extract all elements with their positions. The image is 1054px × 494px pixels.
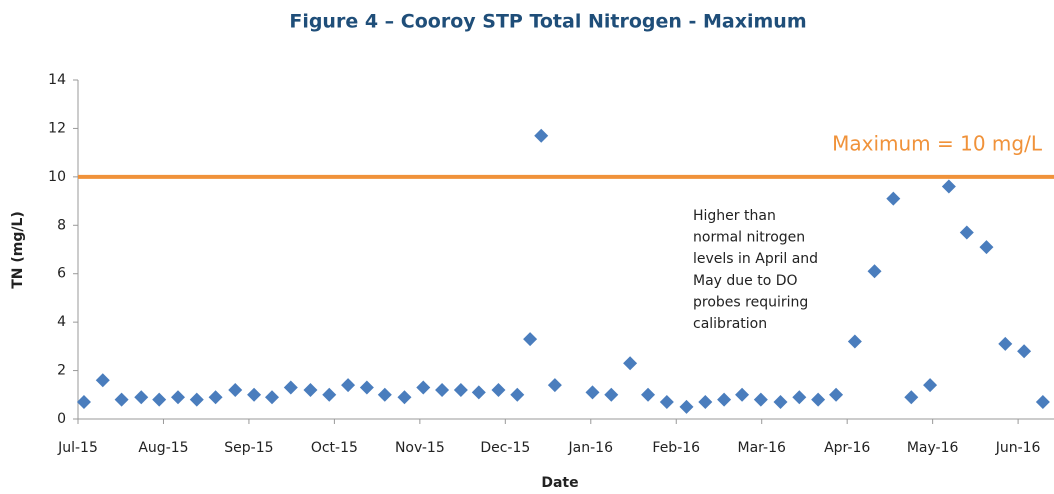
data-point (95, 373, 110, 388)
y-tick-label: 8 (57, 217, 66, 233)
x-tick-label: Aug-15 (138, 440, 188, 456)
y-tick-label: 6 (57, 266, 66, 282)
data-point (397, 390, 412, 405)
data-point (471, 385, 486, 400)
annotation: Higher than (693, 208, 776, 224)
data-point (641, 387, 656, 402)
data-point (491, 382, 506, 397)
data-point (585, 385, 600, 400)
x-tick-label: Nov-15 (395, 440, 445, 456)
x-tick-label: Feb-16 (652, 440, 700, 456)
data-point (322, 387, 337, 402)
data-point (76, 395, 91, 410)
data-point (303, 382, 318, 397)
y-tick-label: 4 (57, 314, 66, 330)
data-point (717, 392, 732, 407)
data-point (959, 225, 974, 240)
x-tick-label: Jul-15 (57, 440, 98, 456)
data-point (941, 179, 956, 194)
data-point (359, 380, 374, 395)
threshold-label: Maximum = 10 mg/L (832, 131, 1043, 155)
data-point (534, 128, 549, 143)
data-point (886, 191, 901, 206)
data-point (453, 382, 468, 397)
data-point (867, 264, 882, 279)
data-point (979, 240, 994, 255)
y-tick-label: 2 (57, 363, 66, 379)
data-point (152, 392, 167, 407)
y-axis-label: TN (mg/L) (10, 211, 26, 289)
x-tick-label: Sep-15 (224, 440, 273, 456)
data-point (1035, 395, 1050, 410)
annotation: probes requiring (693, 294, 808, 310)
data-point (377, 387, 392, 402)
data-point (189, 392, 204, 407)
data-point (265, 390, 280, 405)
data-point (416, 380, 431, 395)
x-axis-label: Date (541, 475, 578, 491)
y-tick-label: 0 (57, 411, 66, 427)
annotation: May due to DO (693, 273, 798, 289)
data-point (283, 380, 298, 395)
data-point (735, 387, 750, 402)
data-point (604, 387, 619, 402)
data-point (753, 392, 768, 407)
data-point (208, 390, 223, 405)
y-tick-label: 14 (48, 72, 66, 88)
data-point (623, 356, 638, 371)
data-point (170, 390, 185, 405)
data-point (698, 395, 713, 410)
data-point (523, 332, 538, 347)
x-tick-label: Mar-16 (738, 440, 786, 456)
y-tick-label: 12 (48, 120, 66, 136)
x-tick-label: May-16 (907, 440, 959, 456)
x-tick-label: Jun-16 (995, 440, 1041, 456)
data-point (811, 392, 826, 407)
annotation: calibration (693, 316, 767, 332)
annotation: normal nitrogen (693, 230, 805, 246)
data-point (341, 378, 356, 393)
chart-title: Figure 4 – Cooroy STP Total Nitrogen - M… (289, 11, 806, 33)
data-point (847, 334, 862, 349)
data-point (1017, 344, 1032, 359)
x-tick-label: Dec-15 (480, 440, 530, 456)
data-point (904, 390, 919, 405)
data-point (659, 395, 674, 410)
data-point (792, 390, 807, 405)
data-point (773, 395, 788, 410)
x-tick-label: Jan-16 (568, 440, 614, 456)
data-point (247, 387, 262, 402)
data-point (923, 378, 938, 393)
data-point (435, 382, 450, 397)
x-tick-label: Apr-16 (824, 440, 870, 456)
data-point (998, 336, 1013, 351)
data-point (510, 387, 525, 402)
data-point (829, 387, 844, 402)
data-point (114, 392, 129, 407)
x-tick-label: Oct-15 (311, 440, 358, 456)
y-tick-label: 10 (48, 169, 66, 185)
data-point (547, 378, 562, 393)
annotation: levels in April and (693, 251, 818, 267)
data-point (134, 390, 149, 405)
data-point (679, 399, 694, 414)
data-point (228, 382, 243, 397)
